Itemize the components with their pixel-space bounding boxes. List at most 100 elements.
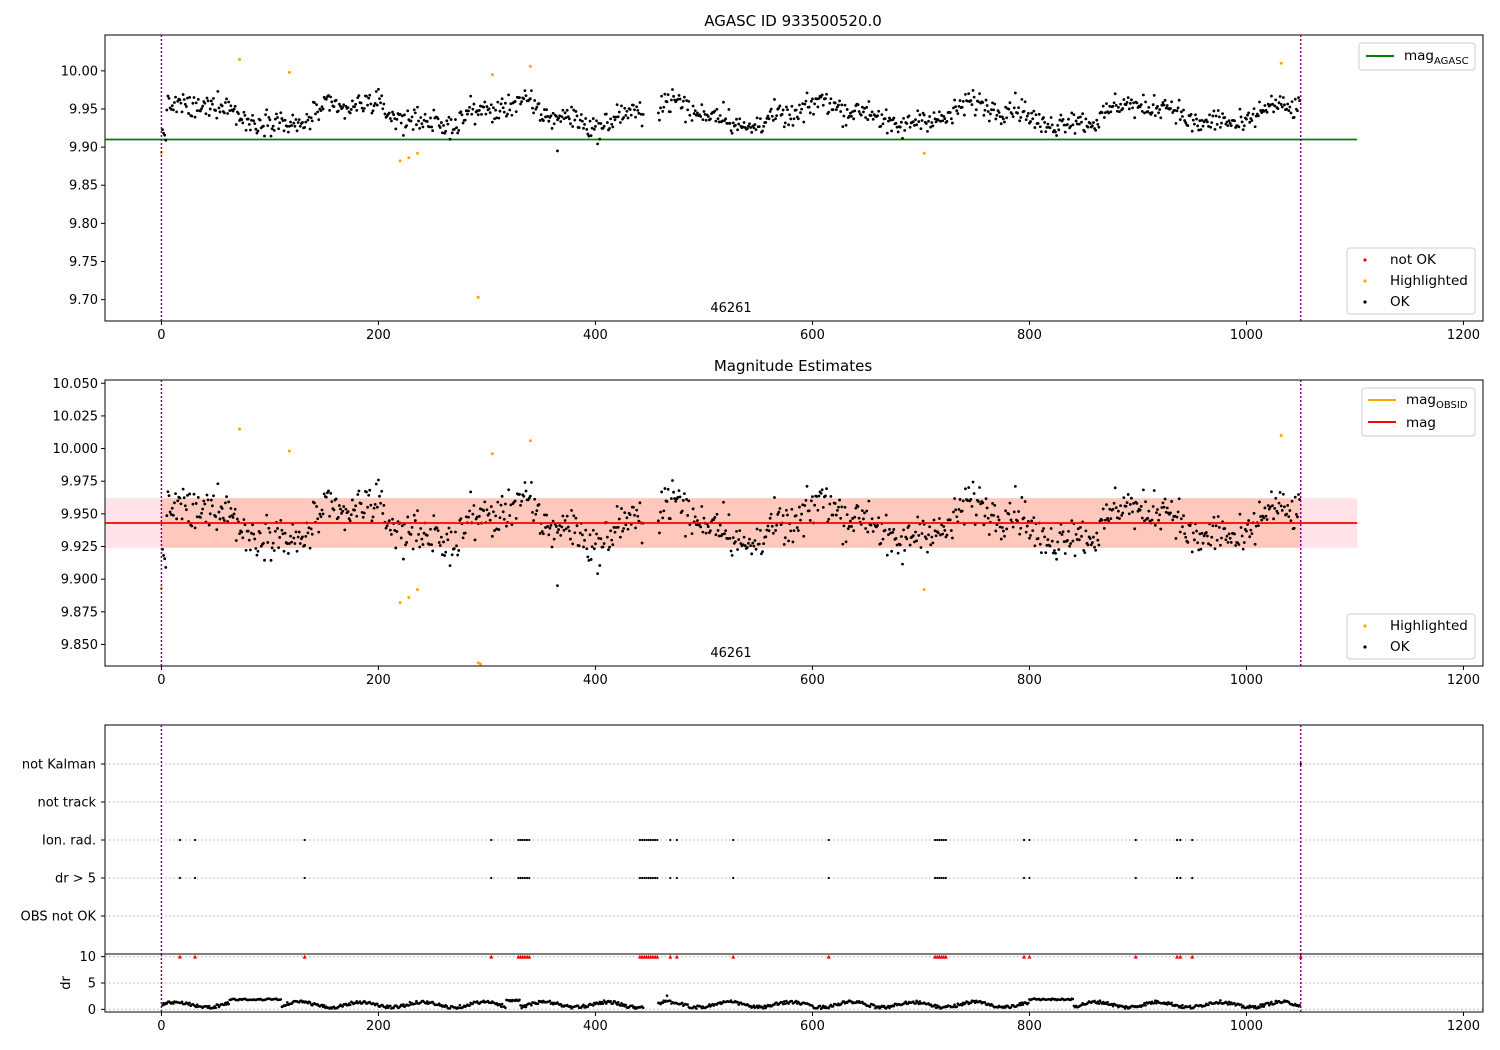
dr-clipped-marker [731,954,736,959]
ok-point [410,115,414,119]
ok-point [688,113,692,117]
ok-point [813,503,817,507]
ok-point [494,514,498,518]
ok-point [178,98,182,102]
ok-point [1160,506,1164,509]
ok-point [706,114,710,118]
highlighted-point [528,439,532,443]
dr-point [524,1005,528,1009]
dr-point [680,1001,684,1005]
dr-point [223,1003,226,1007]
dr-point [520,1006,523,1010]
ok-point [1237,543,1241,546]
ok-point [668,110,672,114]
ok-point [934,120,938,124]
ok-point [833,101,837,105]
panel-agasc-obsid-annotation: 46261 [710,301,751,316]
panel-magnitude-ytick-label: 10.000 [53,442,99,457]
ok-point [559,533,563,537]
ok-point [1018,119,1022,123]
ok-point [1070,111,1074,115]
ok-point [447,115,451,119]
ok-point [1025,524,1029,528]
ok-point [355,108,359,112]
ok-point [1156,105,1159,108]
ok-point [306,118,310,122]
ok-point [1048,544,1052,548]
ok-point [599,537,603,541]
ok-point [195,515,199,519]
ok-point [598,564,602,567]
ok-point [1292,116,1296,119]
flag-point [521,838,524,842]
ok-point [1189,112,1193,116]
ok-point [1169,107,1172,110]
panel-agasc-xtick-label: 400 [583,328,608,343]
ok-point [665,500,669,503]
ok-point [911,534,915,537]
ok-point [801,503,805,507]
ok-point [984,497,988,501]
ok-point [1096,538,1100,542]
ok-point [195,109,199,113]
ok-point [1242,124,1246,128]
ok-point [1086,543,1090,547]
ok-point [468,509,471,513]
ok-point [489,505,493,508]
ok-point [436,529,440,533]
ok-point [996,515,1000,519]
ok-point [455,126,458,130]
ok-point [663,487,667,490]
ok-point [692,112,696,115]
ok-point [423,112,427,116]
panel-magnitude-legend-points: Highlighted OK [1346,613,1476,660]
ok-point [1102,116,1106,119]
ok-point [572,514,576,518]
ok-point [184,508,188,512]
ok-point [276,116,279,119]
ok-point [840,103,844,107]
ok-point [332,105,336,109]
ok-point [1008,501,1012,505]
ok-point [267,115,271,119]
ok-point [350,99,354,103]
ok-point [1190,550,1194,554]
ok-point [281,532,285,536]
dr-clipped-marker [1190,954,1195,959]
ok-point [1019,116,1023,119]
ok-point [166,94,170,98]
ok-point [238,532,241,536]
ok-point [1276,511,1280,515]
ok-point [218,517,222,521]
dr-clipped-marker [193,954,198,959]
ok-point [970,504,974,508]
ok-point [1107,111,1111,115]
ok-point [1210,535,1214,539]
ok-point [339,104,342,108]
ok-point [1022,109,1026,113]
ok-point [214,109,218,112]
dr-point [827,1006,831,1010]
ok-point [194,101,198,105]
ok-point [714,119,718,123]
ok-point [601,545,605,549]
ok-point [933,117,937,121]
ok-point [591,117,595,120]
ok-point [248,548,252,552]
ok-point [624,523,628,527]
ok-point [932,111,936,115]
ok-point [997,518,1001,522]
ok-point [496,100,500,104]
ok-point [241,121,245,125]
ok-point [339,507,342,511]
flag-category-label: dr > 5 [55,872,96,887]
dr-point [868,1005,872,1009]
ok-point [435,526,439,530]
ok-point [384,526,388,530]
ok-point [1007,512,1011,516]
ok-point [770,524,774,528]
ok-point [957,104,961,108]
ok-point [1293,97,1297,101]
ok-point [669,497,673,500]
ok-point [738,529,742,533]
